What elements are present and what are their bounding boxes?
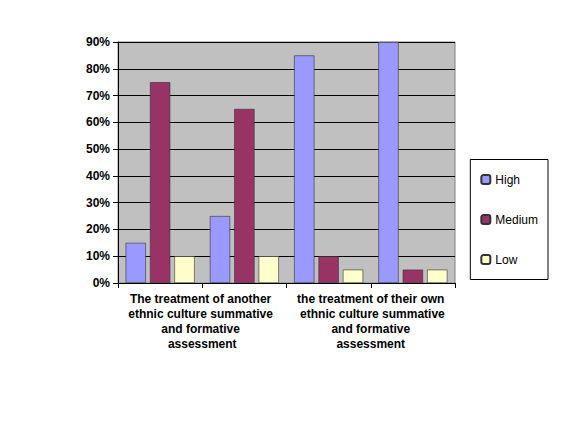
svg-text:and formative: and formative (161, 322, 243, 336)
svg-text:Medium: Medium (495, 213, 538, 227)
svg-text:10%: 10% (86, 249, 110, 263)
svg-text:0%: 0% (93, 276, 111, 290)
svg-text:Low: Low (495, 253, 517, 267)
svg-text:the treatment of their own: the treatment of their own (297, 292, 444, 306)
svg-text:20%: 20% (86, 222, 110, 236)
svg-text:The treatment of another: The treatment of another (130, 292, 275, 306)
svg-text:30%: 30% (86, 196, 110, 210)
svg-text:assessment: assessment (336, 337, 405, 351)
svg-text:High: High (495, 173, 520, 187)
svg-text:ethnic culture summative: ethnic culture summative (297, 307, 445, 321)
svg-text:assessment: assessment (168, 337, 237, 351)
svg-text:70%: 70% (86, 89, 110, 103)
svg-text:80%: 80% (86, 62, 110, 76)
svg-text:and formative: and formative (328, 322, 413, 336)
svg-text:40%: 40% (86, 169, 110, 183)
svg-text:60%: 60% (86, 115, 110, 129)
svg-text:ethnic culture summative: ethnic culture summative (128, 307, 276, 321)
svg-text:50%: 50% (86, 142, 110, 156)
svg-text:90%: 90% (86, 35, 110, 49)
